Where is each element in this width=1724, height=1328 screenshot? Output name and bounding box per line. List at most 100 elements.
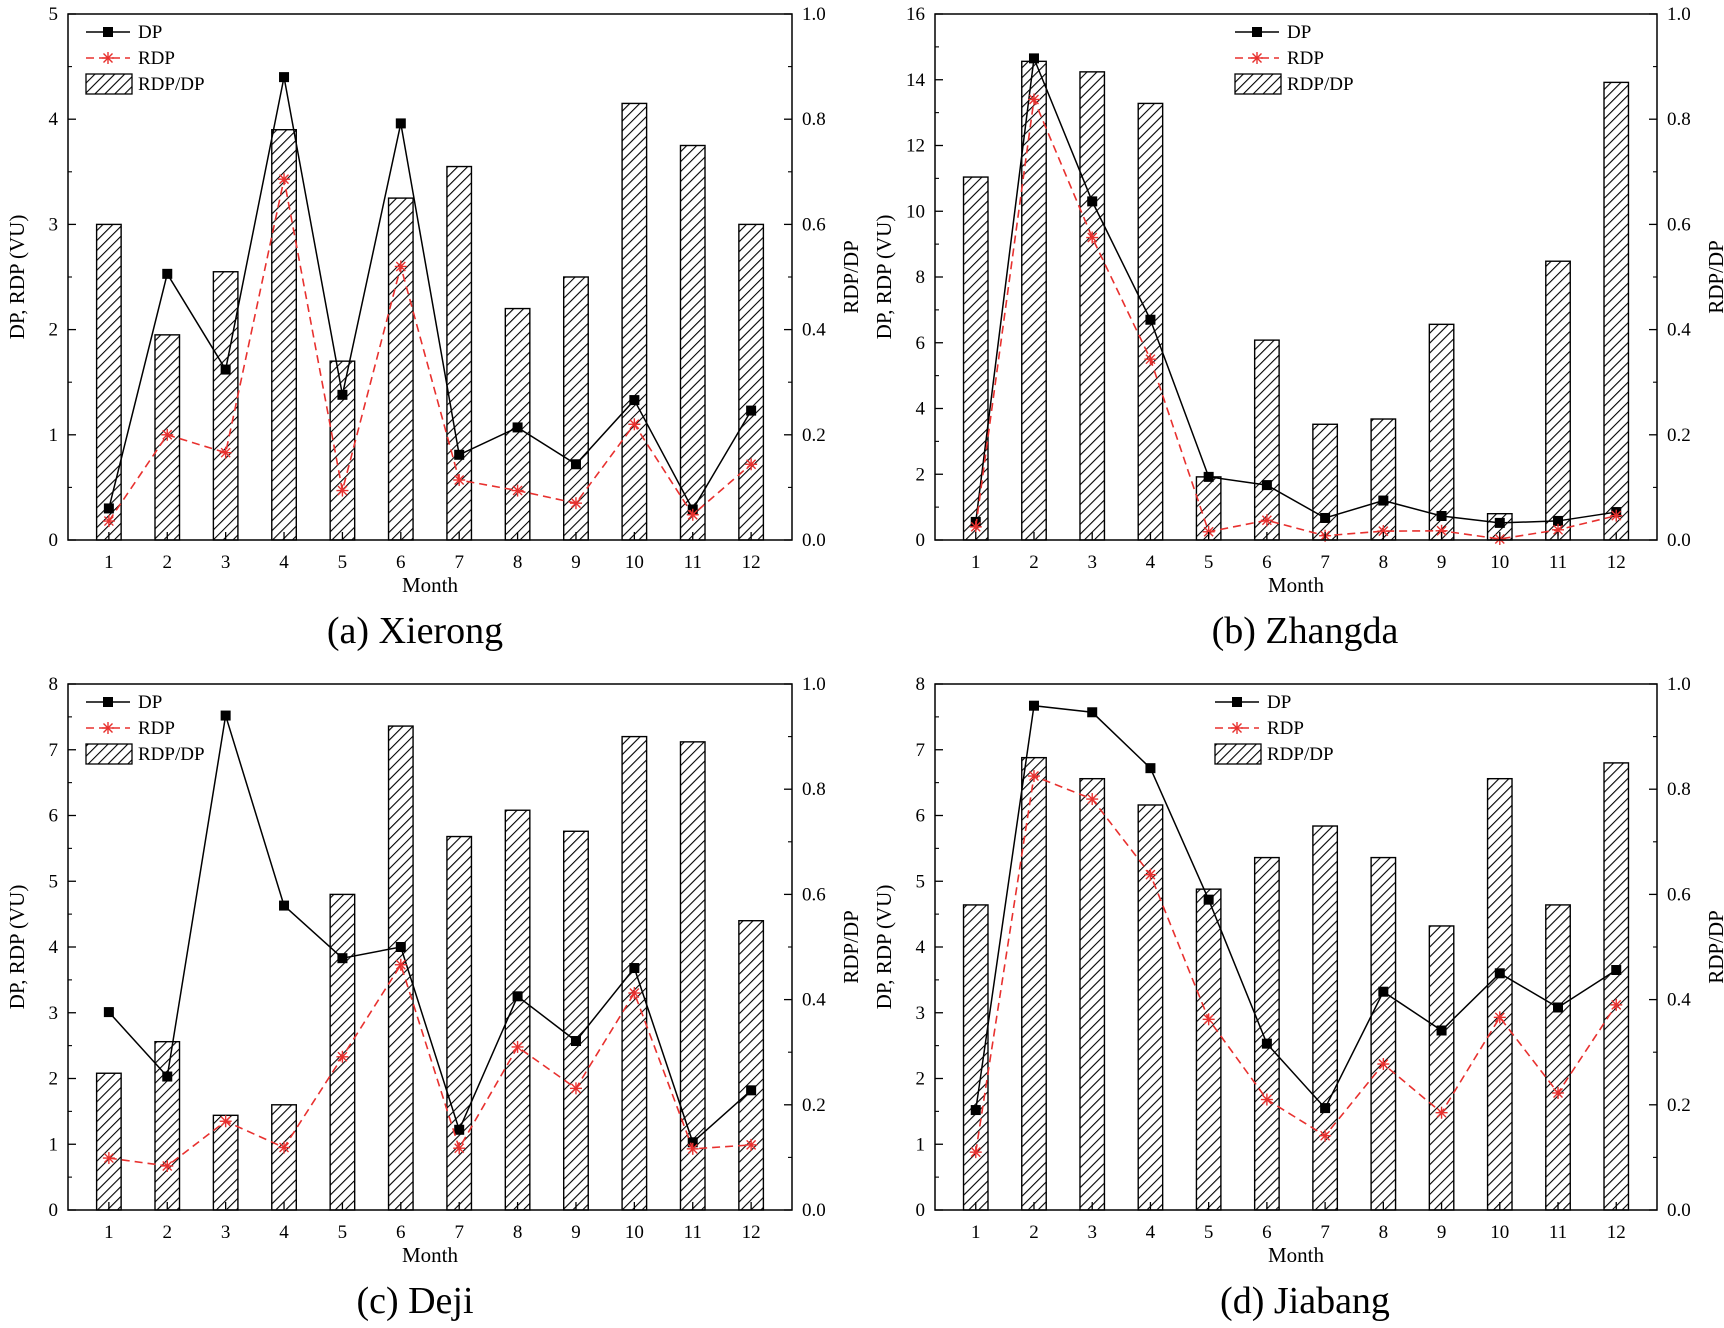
- rdp-marker: [1610, 509, 1623, 522]
- dp-marker: [1145, 314, 1156, 325]
- ratio-bar: [1195, 888, 1222, 1211]
- left-tick-label: 8: [916, 674, 926, 695]
- rdp-marker: [336, 1050, 349, 1063]
- left-tick-label: 0: [916, 530, 926, 551]
- legend-ratio-swatch: [1214, 743, 1262, 765]
- dp-line: [108, 76, 752, 512]
- dp-line: [108, 715, 752, 1144]
- right-tick-label: 0.0: [1667, 1200, 1691, 1221]
- right-tick-label: 0.4: [802, 320, 826, 341]
- ratio-bar: [1253, 856, 1280, 1211]
- x-tick-label: 2: [163, 552, 173, 573]
- panel-caption: (d) Jiabang: [1220, 1280, 1390, 1322]
- dp-marker: [570, 459, 581, 470]
- ratio-bar: [1428, 925, 1455, 1211]
- legend-rdp-label: RDP: [1267, 718, 1304, 739]
- legend-dp-marker: [103, 27, 113, 37]
- right-tick-label: 0.8: [1667, 109, 1691, 130]
- ratio-bar: [504, 307, 531, 541]
- left-tick-label: 7: [49, 740, 59, 761]
- ratio-bar: [504, 809, 531, 1211]
- x-tick-label: 4: [1146, 1222, 1156, 1243]
- dp-marker: [1203, 471, 1214, 482]
- right-tick-label: 0.6: [802, 214, 826, 235]
- ratio-bars: [962, 756, 1630, 1211]
- left-tick-label: 1: [49, 425, 59, 446]
- rdp-marker: [686, 508, 699, 521]
- ratio-bar: [738, 920, 765, 1211]
- x-tick-label: 10: [1490, 552, 1509, 573]
- rdp-marker-stroke: [103, 516, 114, 527]
- left-tick-label: 1: [916, 1134, 926, 1155]
- x-tick-label: 9: [571, 552, 581, 573]
- dp-marker: [1494, 517, 1505, 528]
- rdp-marker: [569, 497, 582, 510]
- rdp-marker: [1260, 514, 1273, 527]
- right-axis-title: RDP/DP: [1704, 240, 1724, 314]
- x-tick-label: 7: [454, 1222, 464, 1243]
- rdp-series: [969, 93, 1623, 546]
- right-tick-label: 0.0: [1667, 530, 1691, 551]
- dp-marker: [1378, 495, 1389, 506]
- rdp-line: [108, 962, 752, 1167]
- left-tick-label: 4: [916, 399, 926, 420]
- rdp-marker: [1202, 1013, 1215, 1026]
- dp-marker: [1261, 480, 1272, 491]
- rdp-marker: [453, 474, 466, 487]
- rdp-marker-stroke: [1436, 1107, 1447, 1118]
- x-axis-title: Month: [402, 1243, 459, 1267]
- rdp-marker-stroke: [279, 174, 290, 185]
- legend-ratio-label: RDP/DP: [1287, 74, 1354, 95]
- x-tick-label: 2: [163, 1222, 173, 1243]
- rdp-marker-stroke: [1252, 53, 1262, 63]
- x-tick-label: 6: [396, 1222, 406, 1243]
- x-tick-label: 4: [1146, 552, 1156, 573]
- ratio-bar: [1603, 81, 1630, 541]
- x-tick-label: 8: [1379, 1222, 1389, 1243]
- rdp-marker-stroke: [746, 459, 757, 470]
- rdp-marker: [628, 418, 641, 431]
- legend-ratio-swatch: [1234, 73, 1282, 95]
- dp-marker: [337, 389, 348, 400]
- rdp-marker: [161, 1159, 174, 1172]
- legend-dp-label: DP: [1267, 692, 1291, 713]
- left-axis-title: DP, RDP (VU): [5, 885, 29, 1010]
- rdp-marker-stroke: [1261, 1094, 1272, 1105]
- left-tick-label: 2: [49, 320, 59, 341]
- dp-marker: [1087, 707, 1098, 718]
- dp-marker: [103, 503, 114, 514]
- rdp-marker-stroke: [103, 53, 113, 63]
- x-axis-title: Month: [1268, 573, 1325, 597]
- x-tick-label: 5: [1204, 1222, 1214, 1243]
- dp-marker: [395, 118, 406, 129]
- left-tick-label: 1: [49, 1134, 59, 1155]
- x-tick-label: 3: [221, 1222, 231, 1243]
- dp-marker: [337, 953, 348, 964]
- dp-marker: [1611, 965, 1622, 976]
- rdp-marker: [1086, 793, 1099, 806]
- left-tick-label: 0: [49, 530, 59, 551]
- rdp-marker: [1435, 1106, 1448, 1119]
- rdp-marker-stroke: [103, 1153, 114, 1164]
- dp-marker: [1145, 763, 1156, 774]
- dp-marker: [1436, 1025, 1447, 1036]
- legend: DP RDP RDP/DP: [85, 22, 205, 95]
- dp-marker: [279, 900, 290, 911]
- dp-marker: [162, 268, 173, 279]
- x-tick-label: 2: [1029, 1222, 1039, 1243]
- rdp-series: [102, 958, 758, 1172]
- x-axis-title: Month: [1268, 1243, 1325, 1267]
- rdp-marker: [1493, 1011, 1506, 1024]
- ratio-bar: [621, 102, 648, 541]
- right-tick-label: 0.2: [1667, 425, 1691, 446]
- ratio-bar: [738, 223, 765, 541]
- ratio-bar: [962, 176, 989, 541]
- right-tick-label: 0.4: [802, 990, 826, 1011]
- x-tick-label: 5: [1204, 552, 1214, 573]
- rdp-series: [969, 770, 1623, 1159]
- left-tick-label: 6: [916, 806, 926, 827]
- x-tick-label: 3: [221, 552, 231, 573]
- rdp-marker: [102, 1152, 115, 1165]
- left-tick-label: 12: [906, 136, 925, 157]
